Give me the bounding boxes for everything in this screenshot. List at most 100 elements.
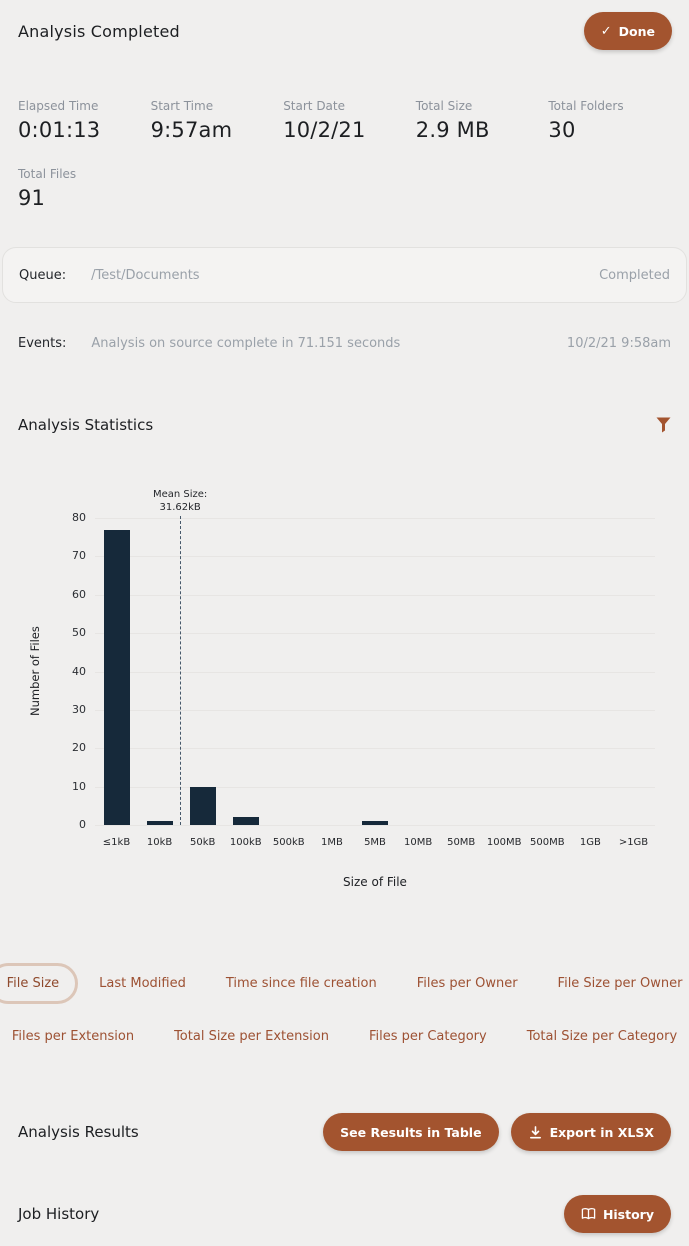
statistics-section-header: Analysis Statistics bbox=[18, 416, 671, 434]
chart-x-tick-label: 5MB bbox=[364, 837, 386, 848]
filter-icon bbox=[656, 417, 671, 433]
chart-tabs-row-1: File Size Last Modified Time since file cr… bbox=[0, 963, 689, 1004]
stat-value: 0:01:13 bbox=[18, 118, 101, 142]
chart-bar-10kb bbox=[146, 821, 173, 825]
chart-grid-line bbox=[95, 594, 655, 596]
chart-x-tick-label: 10MB bbox=[403, 837, 433, 848]
event-timestamp: 10/2/21 9:58am bbox=[566, 336, 671, 351]
chart-x-tick-label: 1MB bbox=[320, 837, 343, 848]
job-history-title: Job History bbox=[18, 1205, 100, 1223]
export-xlsx-button[interactable]: Export in XLSX bbox=[510, 1113, 671, 1151]
chart-bar-100kb bbox=[232, 817, 259, 825]
chart-grid-line bbox=[95, 633, 655, 635]
queue-status-badge: Completed bbox=[599, 267, 670, 283]
history-button[interactable]: History bbox=[563, 1195, 671, 1233]
chart-grid-line bbox=[95, 709, 655, 711]
results-title: Analysis Results bbox=[18, 1123, 139, 1141]
stat-label: Start Date bbox=[283, 99, 345, 113]
chart-tab-file-size-per-owner[interactable]: File Size per Owner bbox=[539, 963, 689, 1004]
stat-total-folders: Total Folders 30 bbox=[548, 99, 681, 142]
chart-x-axis-title: Size of File bbox=[343, 875, 407, 889]
chart-mean-value: 31.62kB bbox=[159, 502, 201, 513]
chart-x-tick-label: 50kB bbox=[189, 837, 216, 848]
stat-label: Total Size bbox=[415, 99, 473, 113]
chart-tab-last-modified[interactable]: Last Modified bbox=[80, 963, 205, 1004]
done-button[interactable]: ✓ Done bbox=[583, 12, 672, 50]
chart-y-tick-label: 60 bbox=[72, 587, 86, 601]
stat-start-date: Start Date 10/2/21 bbox=[283, 99, 416, 142]
chart-y-tick-label: 20 bbox=[72, 741, 86, 755]
chart-bar-50kb bbox=[189, 786, 216, 825]
see-results-button[interactable]: See Results in Table bbox=[323, 1113, 499, 1151]
queue-path: /Test/Documents bbox=[91, 267, 200, 283]
chart-tab-total-size-per-extension[interactable]: Total Size per Extension bbox=[155, 1016, 348, 1057]
stat-value: 10/2/21 bbox=[283, 118, 366, 142]
stat-label: Start Time bbox=[150, 99, 214, 113]
export-xlsx-label: Export in XLSX bbox=[549, 1124, 654, 1140]
chart-y-tick-label: 50 bbox=[72, 626, 86, 640]
chart-tabs-row-2: Files per Extension Total Size per Extens… bbox=[0, 1016, 689, 1057]
check-icon: ✓ bbox=[600, 23, 612, 39]
chart-grid-line bbox=[95, 518, 655, 519]
stat-label: Total Folders bbox=[548, 99, 624, 113]
chart-bar-1kb bbox=[103, 529, 130, 825]
stat-value: 9:57am bbox=[150, 118, 233, 142]
chart-grid-line bbox=[95, 786, 655, 788]
chart-mean-line bbox=[180, 516, 182, 825]
stat-label: Total Files bbox=[18, 167, 77, 181]
queue-label: Queue: bbox=[19, 267, 67, 283]
queue-row[interactable]: Queue: /Test/Documents Completed bbox=[2, 247, 687, 303]
chart-x-tick-label: 500kB bbox=[272, 837, 305, 848]
chart-mean-label: Mean Size: bbox=[152, 489, 208, 500]
download-icon bbox=[529, 1125, 541, 1138]
page-title: Analysis Completed bbox=[18, 21, 180, 41]
events-row: Events: Analysis on source complete in 7… bbox=[18, 336, 671, 351]
chart-y-tick-label: 40 bbox=[72, 664, 86, 678]
chart-x-tick-label: 100kB bbox=[229, 837, 262, 848]
chart-tab-files-per-owner[interactable]: Files per Owner bbox=[398, 963, 537, 1004]
chart-y-tick-label: 0 bbox=[79, 818, 86, 831]
chart-tab-files-per-category[interactable]: Files per Category bbox=[350, 1016, 506, 1057]
event-message: Analysis on source complete in 71.151 se… bbox=[91, 336, 401, 351]
chart-grid-line bbox=[95, 748, 655, 750]
stat-total-size: Total Size 2.9 MB bbox=[416, 99, 549, 142]
chart-tab-file-size[interactable]: File Size bbox=[0, 963, 79, 1004]
chart-y-tick-label: 80 bbox=[72, 511, 86, 524]
filter-button[interactable] bbox=[656, 417, 671, 433]
chart-y-tick-label: 70 bbox=[72, 549, 86, 563]
chart-x-tick-label: 10kB bbox=[146, 837, 173, 848]
results-section-header: Analysis Results See Results in Table Ex… bbox=[18, 1113, 671, 1151]
chart-y-tick-label: 30 bbox=[72, 702, 86, 716]
chart-y-tick-label: 10 bbox=[72, 779, 86, 793]
done-button-label: Done bbox=[618, 23, 655, 39]
chart-x-tick-label: ≤1kB bbox=[102, 837, 131, 848]
chart-x-tick-label: 500MB bbox=[530, 837, 565, 848]
stat-start-time: Start Time 9:57am bbox=[151, 99, 284, 142]
chart-tab-total-size-per-category[interactable]: Total Size per Category bbox=[508, 1016, 689, 1057]
chart-x-tick-label: 100MB bbox=[486, 837, 522, 848]
chart-x-tick-label: 1GB bbox=[579, 837, 601, 848]
history-button-label: History bbox=[602, 1206, 654, 1222]
stats-grid: Elapsed Time 0:01:13 Start Time 9:57am Start… bbox=[18, 99, 681, 210]
events-label: Events: bbox=[18, 336, 67, 351]
chart-x-tick-label: 50MB bbox=[447, 837, 476, 848]
chart-x-tick-label: >1GB bbox=[618, 837, 649, 848]
page-header: Analysis Completed ✓ Done bbox=[18, 12, 672, 50]
chart-tab-time-since-file-creation[interactable]: Time since file creation bbox=[207, 963, 396, 1004]
file-size-bar-chart: 0 10 20 30 40 50 60 70 80 ≤1kB 10kB 50kB 100kB 500kB 1… bbox=[0, 486, 689, 898]
stat-label: Elapsed Time bbox=[18, 99, 99, 113]
chart-y-axis-title: Number of Files bbox=[28, 626, 42, 717]
book-icon bbox=[581, 1207, 596, 1220]
stat-value: 2.9 MB bbox=[415, 118, 490, 142]
chart-tab-files-per-extension[interactable]: Files per Extension bbox=[0, 1016, 153, 1057]
stat-value: 91 bbox=[18, 186, 46, 210]
stat-value: 30 bbox=[548, 118, 576, 142]
statistics-title: Analysis Statistics bbox=[18, 416, 154, 434]
job-history-section-header: Job History History bbox=[18, 1195, 671, 1233]
chart-grid-line bbox=[95, 825, 655, 826]
chart-bar-5mb bbox=[362, 821, 388, 825]
stat-total-files: Total Files 91 bbox=[18, 167, 151, 210]
see-results-label: See Results in Table bbox=[340, 1124, 482, 1140]
chart-grid-line bbox=[95, 671, 655, 673]
